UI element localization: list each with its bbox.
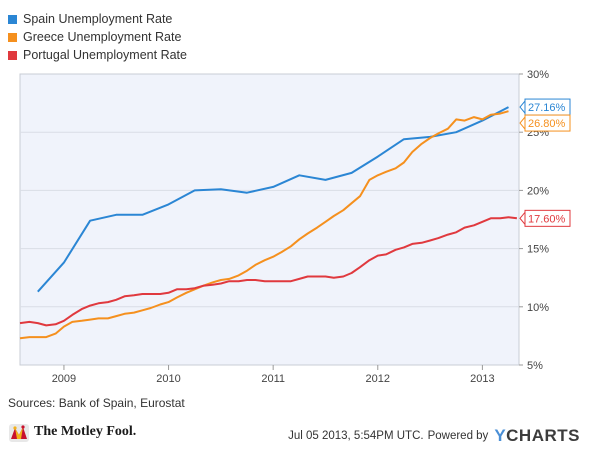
- legend-label-greece: Greece Unemployment Rate: [23, 30, 182, 44]
- sources-note: Sources: Bank of Spain, Eurostat: [8, 396, 185, 410]
- chart: 2009 2010 2011 2012 2013 5%10%15%20%25%30% 2…: [19, 69, 571, 385]
- y-tick-label: 5%: [527, 360, 543, 372]
- x-tick-label: 2010: [156, 373, 180, 385]
- powered-by-label: Powered by: [427, 430, 489, 442]
- end-label-greece: 26.80%: [519, 114, 571, 132]
- end-label-portugal: 17.60%: [519, 209, 571, 227]
- jester-hat-icon: [9, 424, 29, 442]
- footer-credit: Jul 05 2013, 5:54PM UTC. Powered by YCHA…: [288, 426, 580, 446]
- x-tick-label: 2009: [52, 373, 76, 385]
- legend-label-portugal: Portugal Unemployment Rate: [23, 48, 187, 62]
- series-line-greece: [19, 110, 509, 340]
- y-tick-label: 20%: [527, 185, 549, 197]
- series-line-portugal: [19, 216, 518, 327]
- end-label-text: 17.60%: [528, 213, 566, 225]
- series-lines: [19, 106, 518, 340]
- y-tick-label: 30%: [527, 69, 549, 81]
- x-axis: 2009 2010 2011 2012 2013: [52, 365, 495, 385]
- x-tick-label: 2012: [366, 373, 390, 385]
- end-label-pointer: [519, 210, 526, 226]
- brand-name: The Motley Fool.: [34, 424, 137, 439]
- legend-item-greece: Greece Unemployment Rate: [8, 28, 187, 46]
- motley-fool-logo: The Motley Fool.: [8, 421, 136, 443]
- legend-label-spain: Spain Unemployment Rate: [23, 12, 173, 26]
- x-tick-label: 2013: [470, 373, 494, 385]
- y-axis: 5%10%15%20%25%30%: [519, 69, 549, 372]
- end-label-spain: 27.16%: [519, 98, 571, 116]
- y-tick-label: 10%: [527, 302, 549, 314]
- grid: [20, 131, 519, 308]
- legend-swatch-greece: [8, 32, 17, 42]
- legend-swatch-portugal: [8, 50, 17, 60]
- legend-item-portugal: Portugal Unemployment Rate: [8, 46, 187, 64]
- ycharts-logo-text: CHARTS: [506, 426, 580, 445]
- legend-item-spain: Spain Unemployment Rate: [8, 10, 187, 28]
- end-label-box: [524, 209, 571, 227]
- ycharts-logo: YCHARTS: [494, 426, 580, 446]
- plot-area: [19, 73, 520, 366]
- end-label-text: 26.80%: [528, 118, 566, 130]
- end-label-pointer: [519, 99, 526, 115]
- end-label-pointer: [519, 115, 526, 131]
- y-tick-label: 15%: [527, 244, 549, 256]
- end-label-box: [524, 114, 571, 132]
- end-label-text: 27.16%: [528, 102, 566, 114]
- legend: Spain Unemployment Rate Greece Unemploym…: [8, 10, 187, 64]
- timestamp: Jul 05 2013, 5:54PM UTC.: [288, 430, 424, 442]
- x-tick-label: 2011: [261, 373, 285, 385]
- end-labels: 27.16% 26.80% 17.60%: [519, 98, 571, 227]
- ycharts-logo-y: Y: [494, 426, 507, 445]
- legend-swatch-spain: [8, 14, 17, 24]
